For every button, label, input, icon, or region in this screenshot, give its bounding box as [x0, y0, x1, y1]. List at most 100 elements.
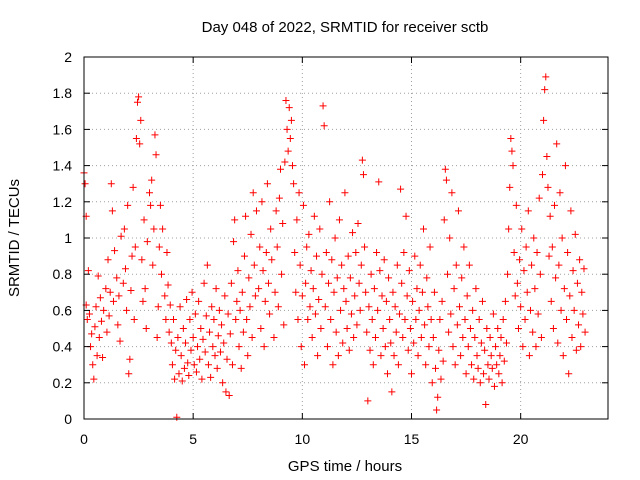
data-point	[517, 303, 525, 311]
data-point	[549, 325, 557, 332]
data-point	[512, 201, 520, 209]
data-point	[405, 267, 413, 275]
data-point	[94, 272, 102, 280]
y-tick-label: 0	[64, 411, 72, 427]
data-point	[191, 310, 199, 318]
data-point	[133, 98, 141, 106]
data-point	[374, 306, 382, 314]
data-point	[363, 328, 371, 336]
data-point	[250, 261, 258, 269]
data-point	[306, 303, 314, 311]
data-point	[159, 225, 167, 233]
data-point	[238, 288, 246, 296]
data-point	[447, 310, 455, 318]
data-point	[369, 361, 377, 369]
data-point	[132, 134, 140, 142]
data-point	[163, 248, 171, 256]
data-point	[115, 292, 123, 300]
data-point	[345, 346, 353, 354]
data-point	[268, 256, 276, 264]
data-point	[341, 189, 349, 197]
data-point	[508, 147, 516, 155]
data-point	[232, 315, 240, 323]
data-point	[398, 279, 406, 287]
data-point	[325, 279, 333, 287]
data-point	[347, 310, 355, 318]
data-point	[534, 310, 542, 318]
data-point	[233, 297, 241, 305]
data-point	[433, 406, 441, 414]
x-axis-label: GPS time / hours	[288, 458, 402, 475]
data-point	[351, 292, 359, 300]
data-point	[209, 343, 217, 351]
data-point	[328, 256, 336, 264]
data-point	[198, 375, 206, 383]
data-point	[393, 261, 401, 269]
data-point	[161, 292, 169, 300]
data-point	[186, 315, 194, 323]
data-point	[528, 261, 536, 269]
data-point	[509, 162, 517, 170]
data-point	[107, 180, 115, 188]
data-point	[496, 352, 504, 360]
data-point	[556, 189, 564, 197]
data-point	[389, 288, 397, 296]
data-point	[493, 361, 501, 369]
data-point	[96, 294, 104, 302]
data-point	[408, 370, 415, 378]
data-point	[570, 306, 578, 314]
data-point	[272, 207, 280, 215]
data-point	[227, 279, 235, 287]
data-point	[361, 243, 369, 251]
data-point	[494, 325, 502, 332]
data-point	[262, 248, 270, 256]
data-point	[460, 243, 468, 251]
data-point	[561, 162, 569, 170]
data-point	[255, 285, 263, 293]
data-point	[403, 292, 411, 300]
data-point	[220, 339, 228, 347]
data-point	[261, 297, 269, 305]
data-point	[573, 279, 581, 287]
data-point	[187, 346, 195, 354]
data-point	[344, 252, 352, 260]
data-point	[343, 325, 351, 332]
data-point	[423, 274, 431, 282]
data-point	[329, 361, 337, 369]
data-point	[292, 288, 300, 296]
data-point	[151, 131, 159, 139]
data-point	[498, 379, 506, 387]
data-point	[166, 301, 174, 309]
data-point	[349, 229, 357, 237]
data-point	[127, 286, 135, 294]
data-point	[436, 315, 444, 323]
data-point	[522, 243, 530, 251]
data-point	[315, 296, 323, 304]
data-point	[448, 189, 456, 197]
data-point	[414, 352, 422, 360]
data-point	[444, 270, 452, 278]
data-point	[501, 297, 509, 305]
data-point	[445, 328, 453, 336]
y-tick-label: 0.6	[53, 302, 73, 318]
data-point	[575, 321, 583, 329]
data-point	[141, 285, 149, 293]
data-point	[577, 343, 585, 351]
data-point	[559, 352, 567, 360]
data-point	[178, 377, 186, 385]
data-point	[213, 364, 221, 372]
data-point	[558, 234, 566, 242]
data-point	[564, 248, 572, 256]
data-point	[125, 370, 133, 378]
data-point	[311, 310, 319, 318]
data-point	[370, 285, 378, 293]
data-point	[531, 285, 539, 293]
data-point	[518, 225, 526, 233]
data-point	[264, 279, 272, 287]
data-point	[303, 243, 311, 251]
data-point	[305, 230, 313, 238]
data-point	[441, 165, 449, 173]
data-point	[81, 180, 89, 188]
data-point	[332, 328, 340, 336]
